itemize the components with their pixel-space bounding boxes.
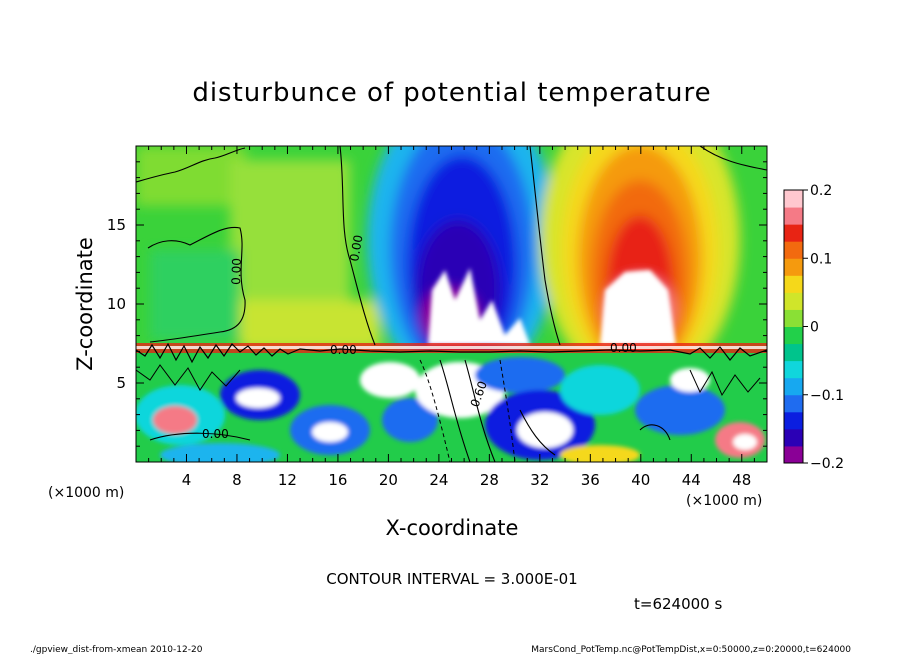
x-tick-label: 48 [732,471,751,489]
colorbar-swatch [784,343,803,362]
colorbar [784,190,803,464]
colorbar-swatch [784,394,803,413]
colorbar-tick-label: −0.2 [810,456,844,472]
colorbar-swatch [784,207,803,225]
x-axis: 4 8 12 16 20 24 28 32 36 40 44 48 [148,146,755,489]
x-tick-label: 40 [631,471,650,489]
x-tick-label: 12 [278,471,297,489]
contour-label: 0.00 [610,341,637,355]
contour-interval-note: CONTOUR INTERVAL = 3.000E-01 [326,570,577,588]
colorbar-swatch [784,326,803,345]
contour-label: 0.00 [330,343,357,357]
colorbar-swatch [784,258,803,276]
footer-left: ./gpview_dist-from-xmean 2010-12-20 [30,645,203,654]
x-tick-label: 32 [530,471,549,489]
contour-label: 0.00 [229,258,244,285]
x-axis-unit: (×1000 m) [686,493,762,509]
y-axis: 5 10 15 [107,161,767,447]
time-label: t=624000 s [634,595,722,613]
colorbar-tick-label: 0.1 [810,251,832,267]
contour-labels: 0.00 0.00 0.00 0.00 0.60 0.00 [202,234,637,441]
y-axis-unit: (×1000 m) [48,485,124,501]
heatmap-field [136,146,767,462]
colorbar-tick-label: 0.2 [810,183,832,199]
x-tick-label: 44 [682,471,701,489]
colorbar-swatch [784,190,803,208]
colorbar-tick-label: −0.1 [810,388,844,404]
y-tick-label: 10 [107,295,126,313]
x-tick-label: 24 [429,471,448,489]
x-tick-label: 36 [581,471,600,489]
x-axis-title: X-coordinate [386,516,519,540]
colorbar-swatch [784,224,803,242]
colorbar-tick-label: 0 [810,320,819,336]
colorbar-swatch [784,309,803,327]
x-tick-label: 20 [379,471,398,489]
contour-label: 0.00 [347,234,365,263]
x-tick-label: 8 [232,471,242,489]
colorbar-swatch [784,445,803,464]
y-tick-label: 5 [116,374,126,392]
x-tick-label: 28 [480,471,499,489]
colorbar-swatch [784,241,803,259]
colorbar-swatch [784,275,803,293]
colorbar-swatch [784,360,803,379]
colorbar-swatch [784,377,803,396]
colorbar-swatch [784,292,803,310]
x-tick-label: 4 [182,471,192,489]
chart-title: disturbunce of potential temperature [192,78,711,108]
contour-label: 0.00 [202,427,229,441]
colorbar-swatch [784,428,803,447]
colorbar-ticks: 0.2 0.1 0 −0.1 −0.2 [803,183,844,472]
y-tick-label: 15 [107,216,126,234]
colorbar-swatch [784,411,803,430]
y-axis-title: Z-coordinate [73,237,97,371]
footer-right: MarsCond_PotTemp.nc@PotTempDist,x=0:5000… [531,645,851,654]
x-tick-label: 16 [328,471,347,489]
